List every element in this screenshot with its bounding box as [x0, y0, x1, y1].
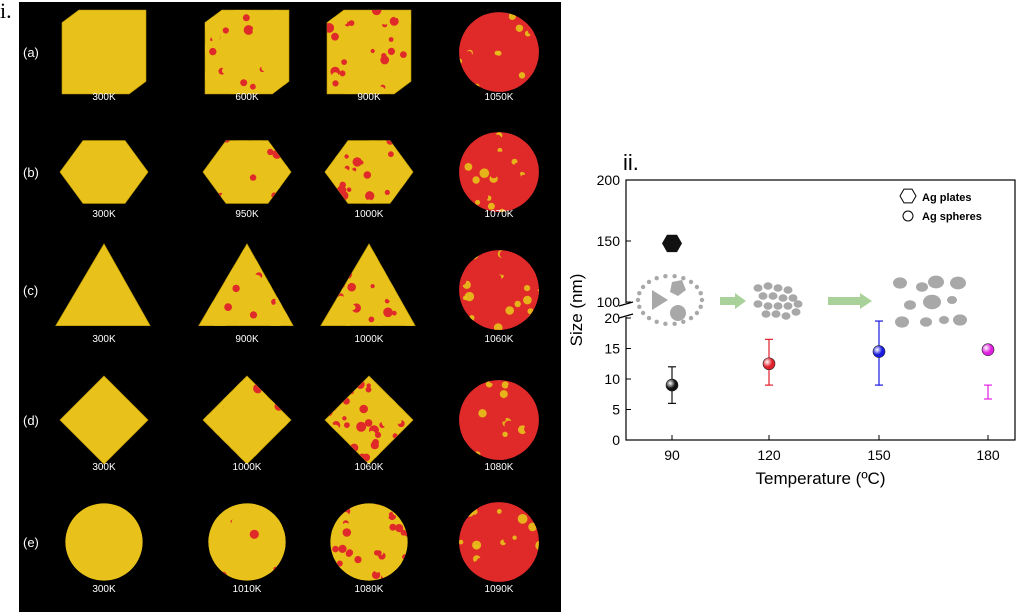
row-label: (d) — [23, 413, 39, 428]
temperature-label: 1050K — [485, 92, 514, 103]
particle-tetrahedron — [198, 243, 294, 326]
sphere-point — [981, 343, 995, 357]
x-tick-label: 150 — [867, 447, 891, 463]
temperature-label: 1060K — [485, 334, 514, 345]
arrow-icon — [828, 293, 872, 309]
panel-ii-label: ii. — [623, 150, 639, 175]
y-axis-label: Size (nm) — [567, 274, 586, 347]
x-tick-label: 180 — [976, 447, 1000, 463]
y-tick-label: 20 — [604, 310, 620, 326]
particle-octahedron — [459, 380, 539, 460]
particle-cube — [326, 9, 412, 95]
temperature-label: 1000K — [233, 462, 262, 473]
plate-point — [662, 234, 682, 253]
temperature-label: 300K — [92, 92, 116, 103]
size-chart: ii. 0 5 10 15 20 100 150 200 90 120 150 180 Temperatu… — [560, 150, 1020, 500]
particle-cube — [459, 12, 539, 92]
particle-rhombic — [59, 140, 149, 204]
particle-tetrahedron — [320, 243, 416, 326]
temperature-label: 600K — [235, 92, 259, 103]
axis-break-mark — [618, 313, 634, 319]
sphere-point — [665, 378, 679, 392]
temperature-label: 950K — [235, 209, 259, 220]
particle-tetrahedron — [459, 250, 539, 330]
circle-icon — [902, 210, 914, 222]
temperature-label: 1080K — [355, 584, 384, 595]
particle-decahedron — [330, 503, 408, 581]
row-label: (e) — [23, 535, 39, 550]
row-label: (c) — [23, 283, 38, 298]
temperature-label: 900K — [235, 334, 259, 345]
temperature-label: 300K — [92, 584, 116, 595]
y-tick-label: 0 — [612, 432, 620, 448]
particle-rhombic — [459, 132, 539, 212]
particle-tetrahedron — [55, 243, 151, 326]
sphere-point — [872, 345, 886, 358]
temperature-label: 300K — [92, 334, 116, 345]
temperature-label: 1070K — [485, 209, 514, 220]
legend-label-spheres: Ag spheres — [922, 211, 982, 223]
panel-i-label: i. — [0, 0, 12, 23]
particle-grid: (a) 300K 600K 900K 1050K (b) 300K 950K 1000K 1070… — [23, 9, 539, 595]
temperature-label: 300K — [92, 462, 116, 473]
temperature-label: 1090K — [485, 584, 514, 595]
x-tick-label: 90 — [664, 447, 680, 463]
y-tick-label: 15 — [604, 341, 620, 357]
particle-rhombic — [324, 140, 414, 204]
x-tick-label: 120 — [757, 447, 781, 463]
y-tick-label: 10 — [604, 371, 620, 387]
particle-cube — [204, 9, 290, 95]
sphere-point — [762, 357, 776, 371]
particle-octahedron — [202, 375, 292, 465]
y-tick-label: 5 — [612, 402, 620, 418]
growth-schematic — [635, 274, 967, 328]
row-label: (a) — [23, 45, 39, 60]
particle-rhombic — [202, 140, 292, 204]
arrow-icon — [720, 293, 746, 309]
temperature-label: 900K — [357, 92, 381, 103]
axis-break-mark — [618, 301, 634, 307]
particle-cube — [61, 9, 147, 95]
simulation-panel: (a) 300K 600K 900K 1050K (b) 300K 950K 1000K 1070… — [19, 2, 561, 612]
y-tick-label: 200 — [597, 172, 621, 188]
temperature-label: 1080K — [485, 462, 514, 473]
particle-decahedron — [65, 503, 143, 581]
x-axis-label: Temperature (ºC) — [756, 469, 886, 488]
particle-octahedron — [59, 375, 149, 465]
hexagon-icon — [899, 188, 917, 204]
particle-octahedron — [324, 375, 414, 465]
legend-label-plates: Ag plates — [922, 192, 972, 204]
y-tick-label: 100 — [597, 294, 621, 310]
particle-decahedron — [208, 503, 286, 581]
row-label: (b) — [23, 165, 39, 180]
y-tick-label: 150 — [597, 233, 621, 249]
temperature-label: 300K — [92, 209, 116, 220]
particle-decahedron — [459, 502, 539, 582]
temperature-label: 1060K — [355, 462, 384, 473]
temperature-label: 1010K — [233, 584, 262, 595]
temperature-label: 1000K — [355, 334, 384, 345]
temperature-label: 1000K — [355, 209, 384, 220]
